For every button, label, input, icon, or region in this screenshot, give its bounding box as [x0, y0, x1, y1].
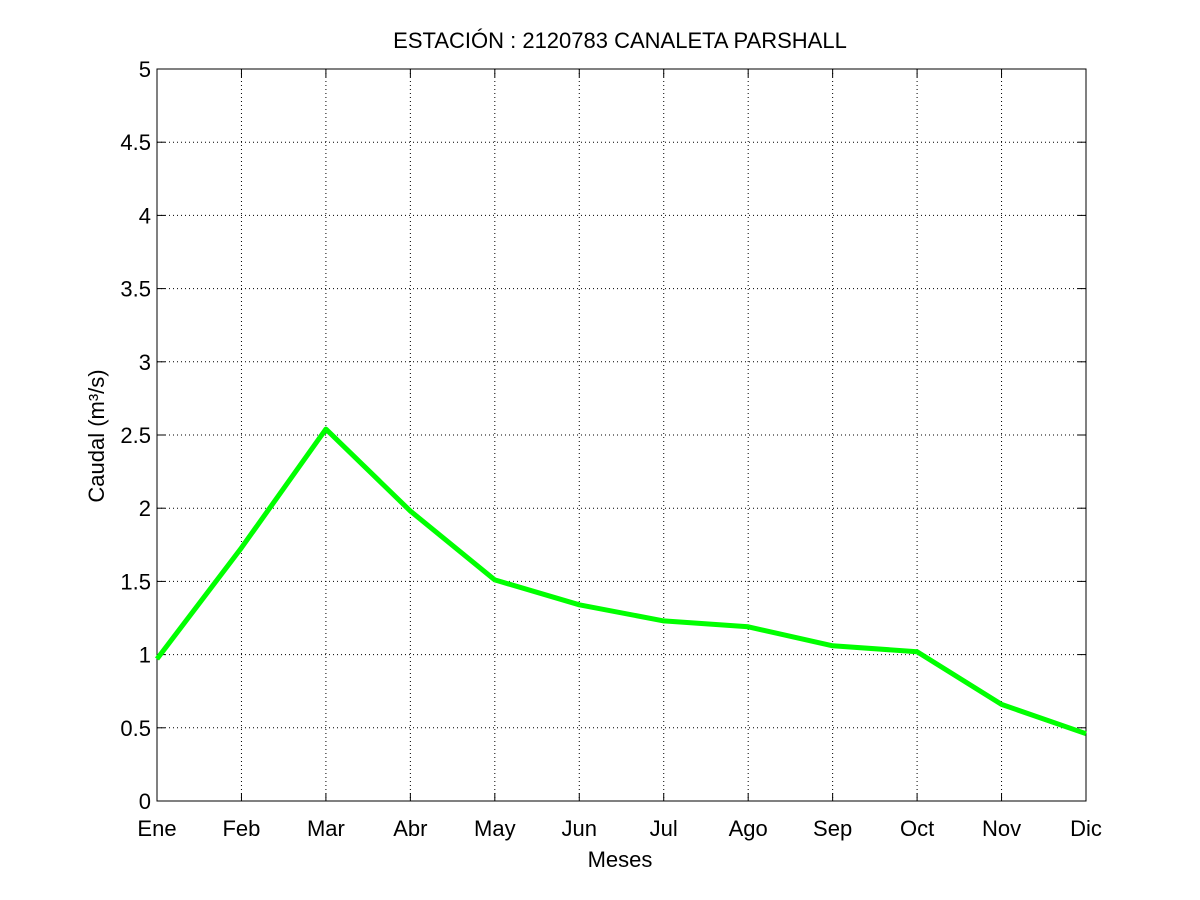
x-tick-label: Jul	[650, 816, 678, 841]
y-tick-label: 3.5	[120, 277, 151, 302]
y-tick-label: 0.5	[120, 716, 151, 741]
y-tick-label: 3	[139, 350, 151, 375]
y-tick-label: 1	[139, 643, 151, 668]
x-tick-label: Abr	[393, 816, 427, 841]
x-tick-label: Mar	[307, 816, 345, 841]
series-line	[155, 426, 1087, 737]
grid	[157, 69, 1086, 801]
y-tick-label: 4	[139, 203, 151, 228]
x-tick-label: May	[474, 816, 516, 841]
x-tick-label: Feb	[222, 816, 260, 841]
x-axis-label: Meses	[588, 847, 653, 872]
x-tick-label: Sep	[813, 816, 852, 841]
x-tick-label: Jun	[562, 816, 597, 841]
y-tick-label: 0	[139, 789, 151, 814]
ticks: Ene Feb Mar Abr May Jun Jul Ago Sep Oct Nov Dic 0 0.5…	[120, 57, 1101, 841]
y-tick-label: 1.5	[120, 569, 151, 594]
x-tick-label: Oct	[900, 816, 934, 841]
x-tick-label: Nov	[982, 816, 1021, 841]
y-tick-label: 5	[139, 57, 151, 82]
chart-title: ESTACIÓN : 2120783 CANALETA PARSHALL	[393, 28, 847, 53]
series	[155, 426, 1087, 737]
x-tick-label: Ago	[729, 816, 768, 841]
x-tick-label: Ene	[137, 816, 176, 841]
y-tick-label: 2	[139, 496, 151, 521]
x-tick-label: Dic	[1070, 816, 1102, 841]
y-tick-label: 2.5	[120, 423, 151, 448]
y-axis-label: Caudal (m³/s)	[84, 369, 109, 502]
y-tick-label: 4.5	[120, 130, 151, 155]
